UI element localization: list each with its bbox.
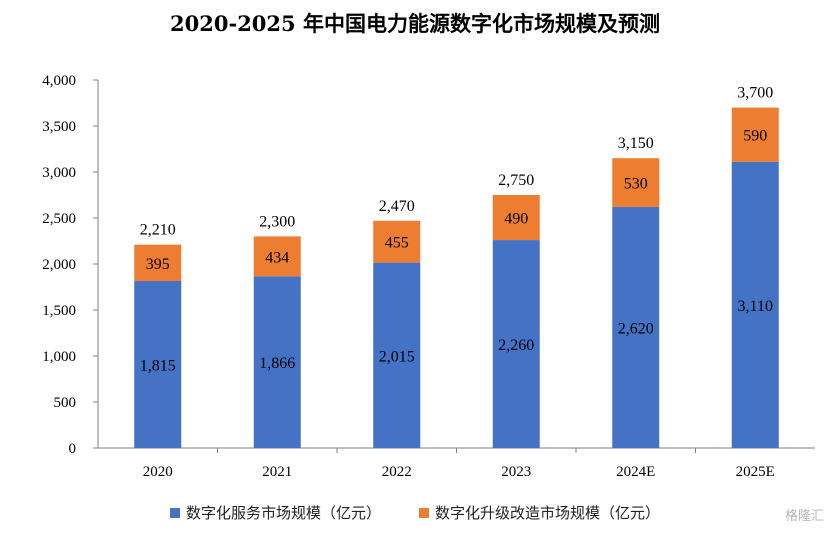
legend-label-upgrade: 数字化升级改造市场规模（亿元） <box>435 504 661 522</box>
legend-item-upgrade: 数字化升级改造市场规模（亿元） <box>419 502 660 523</box>
bar-segment-service <box>492 240 540 448</box>
bar-data-label: 395 <box>146 256 170 273</box>
chart-title: 2020-2025 年中国电力能源数字化市场规模及预测 <box>170 11 660 36</box>
bar-data-label: 3,110 <box>738 298 773 315</box>
x-category-label: 2021 <box>262 464 292 480</box>
bar-data-label: 2,260 <box>498 337 534 354</box>
bar-segment-service <box>253 276 301 448</box>
bar-segment-service <box>731 161 779 448</box>
y-tick-label: 1,000 <box>42 349 76 365</box>
bar-segment-upgrade <box>731 107 779 162</box>
bar-segment-upgrade <box>612 158 660 207</box>
x-category-label: 2022 <box>382 464 412 480</box>
bar-data-label: 490 <box>504 211 528 228</box>
bar-segment-upgrade <box>134 244 182 282</box>
bar-data-label: 434 <box>265 249 289 266</box>
legend-swatch-service <box>169 507 180 518</box>
bar-segment-service <box>612 206 660 448</box>
bar-total-label: 2,470 <box>379 198 415 215</box>
bar-segment-service <box>373 262 421 448</box>
x-category-label: 2020 <box>143 464 173 480</box>
bar-total-label: 2,300 <box>259 213 295 230</box>
y-tick-label: 0 <box>69 441 77 457</box>
legend-label-service: 数字化服务市场规模（亿元） <box>185 504 381 522</box>
x-category-label: 2023 <box>501 464 531 480</box>
y-tick-label: 3,500 <box>42 119 76 135</box>
bar-segment-upgrade <box>492 195 540 241</box>
y-tick-label: 1,500 <box>42 303 76 319</box>
bar-total-label: 2,750 <box>498 172 534 189</box>
watermark-logo: 格隆汇 <box>784 509 824 524</box>
bar-data-label: 590 <box>743 128 767 145</box>
bar-data-label: 2,015 <box>379 348 415 365</box>
legend-swatch-upgrade <box>419 507 429 518</box>
bar-data-label: 1,815 <box>140 358 176 375</box>
stacked-bar-chart: 0 500 1,000 1,500 2,000 2,500 3,000 3,500 4,000 1… <box>42 73 815 480</box>
legend-item-service: 数字化服务市场规模（亿元） <box>169 502 381 523</box>
x-category-label: 2025E <box>736 464 775 480</box>
bar-segment-upgrade <box>253 236 301 277</box>
bar-total-label: 2,210 <box>140 222 176 239</box>
y-tick-label: 4,000 <box>42 73 76 89</box>
bar-segment-upgrade <box>373 220 421 263</box>
bar-data-label: 2,620 <box>618 320 654 337</box>
bar-data-label: 530 <box>624 176 648 193</box>
chart-legend: 数字化服务市场规模（亿元） 数字化升级改造市场规模（亿元） <box>0 502 830 523</box>
y-tick-label: 2,000 <box>42 257 76 273</box>
bar-data-label: 455 <box>385 235 409 252</box>
y-tick-label: 500 <box>54 395 77 411</box>
bar-total-label: 3,700 <box>737 85 773 102</box>
y-tick-label: 3,000 <box>42 165 76 181</box>
bar-total-label: 3,150 <box>618 135 654 152</box>
bar-segment-service <box>134 281 182 448</box>
x-category-label: 2024E <box>616 464 655 480</box>
bar-data-label: 1,866 <box>259 355 295 372</box>
y-tick-label: 2,500 <box>42 211 76 227</box>
